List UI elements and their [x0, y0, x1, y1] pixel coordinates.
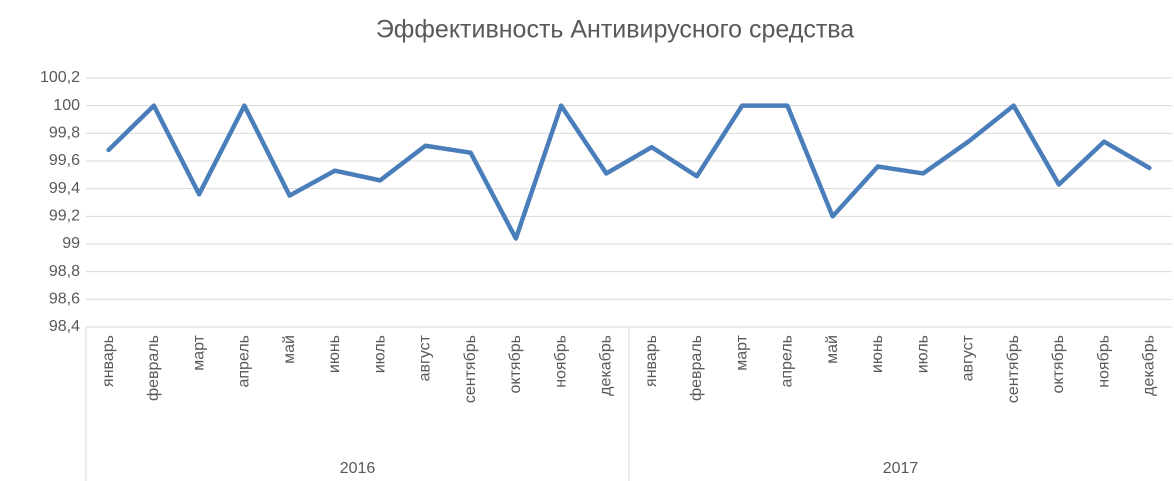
x-tick-label: март — [190, 334, 207, 370]
x-tick-label: февраль — [145, 335, 162, 401]
x-tick-label: ноябрь — [552, 335, 569, 388]
y-tick-label: 98,4 — [49, 318, 80, 335]
x-tick-label: август — [417, 334, 434, 381]
x-tick-label: январь — [100, 335, 117, 387]
x-tick-label: сентябрь — [462, 335, 479, 403]
x-tick-label: ноябрь — [1095, 335, 1112, 388]
x-tick-label: июль — [914, 335, 931, 373]
line-series — [106, 103, 1152, 241]
y-tick-label: 99,4 — [49, 180, 80, 197]
y-tick-label: 99,2 — [49, 208, 80, 225]
x-tick-label: май — [824, 335, 841, 364]
x-tick-label: апрель — [779, 335, 796, 388]
y-tick-label: 99 — [62, 235, 80, 252]
x-tick-label: февраль — [688, 335, 705, 401]
y-tick-label: 99,8 — [49, 125, 80, 142]
y-tick-label: 98,8 — [49, 263, 80, 280]
y-tick-label: 100 — [53, 97, 80, 114]
x-tick-label: апрель — [236, 335, 253, 388]
x-tick-label: июнь — [869, 335, 886, 373]
y-tick-label: 98,6 — [49, 291, 80, 308]
y-tick-label: 100,2 — [40, 69, 80, 86]
y-tick-label: 99,6 — [49, 152, 80, 169]
x-tick-label: июнь — [326, 335, 343, 373]
group-label: 2016 — [340, 460, 376, 477]
x-tick-label: сентябрь — [1005, 335, 1022, 403]
x-tick-label: декабрь — [1141, 335, 1158, 396]
x-tick-label: октябрь — [1050, 335, 1067, 393]
x-tick-label: май — [281, 335, 298, 364]
x-tick-label: декабрь — [598, 335, 615, 396]
x-tick-label: март — [733, 334, 750, 370]
x-tick-label: октябрь — [507, 335, 524, 393]
x-tick-label: август — [960, 334, 977, 381]
chart-title: Эффективность Антивирусного средства — [376, 16, 854, 44]
x-tick-label: январь — [643, 335, 660, 387]
x-tick-label: июль — [371, 335, 388, 373]
group-label: 2017 — [883, 460, 919, 477]
